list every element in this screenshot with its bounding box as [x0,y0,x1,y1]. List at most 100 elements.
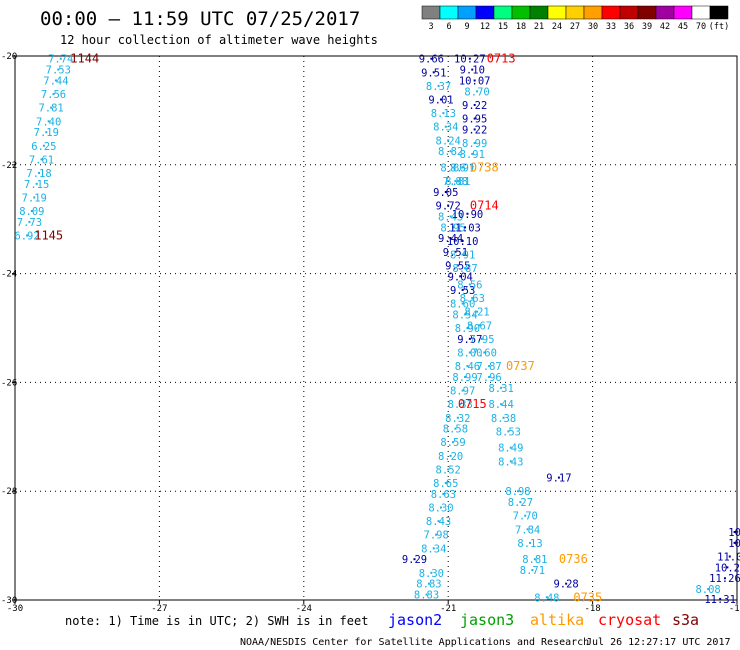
swh-value-label: 8.91 [450,250,475,262]
data-point-marker [464,226,467,229]
x-tick-label: -18 [584,604,600,614]
swh-value-label: 7.53 [46,65,71,77]
footer-timestamp: Jul 26 12:27:17 UTC 2017 [586,637,731,648]
data-point-marker [437,520,440,523]
colorbar-label: 15 [498,22,508,32]
swh-value-label: 8.63 [460,293,485,305]
swh-value-label: 8.52 [436,464,461,476]
swh-value-label: 8.21 [464,307,489,319]
swh-value-label: 7.19 [34,127,59,139]
legend-jason2: jason2 [388,611,442,629]
pass-time-labels: 1144 1145 0713 0738 0714 0737 0715 0736 0735 [34,52,602,605]
data-point-marker [466,365,469,368]
data-point-marker [466,212,469,215]
swh-value-label: 8.90 [455,323,480,335]
swh-value-label: 8.20 [438,451,463,463]
data-point-marker [507,430,510,433]
data-point-marker [430,57,433,60]
swh-value-label: 9.29 [402,554,427,566]
swh-value-label: 9.22 [462,100,487,112]
colorbar-swatch [565,5,585,20]
swh-value-label: 10.90 [452,209,484,221]
swh-value-label: 9.66 [419,54,444,66]
data-point-marker [473,117,476,120]
pass-time-label: 1145 [34,229,63,243]
swh-value-label: 8.83 [416,579,441,591]
swh-value-label: 8.98 [505,486,530,498]
data-point-marker [545,596,548,599]
x-tick-label: -21 [440,604,456,614]
colorbar-swatch [601,5,621,20]
data-point-marker [38,171,41,174]
colorbar-swatch [493,5,513,20]
data-point-marker [54,79,57,82]
data-point-marker [516,490,519,493]
swh-value-label: 11.26 [709,573,740,585]
swh-value-label: 8.86 [440,163,465,175]
colorbar-swatch [547,5,567,20]
data-point-marker [452,166,455,169]
data-point-marker [531,569,534,572]
swh-value-label: 7.96 [476,372,501,384]
page-subtitle: 12 hour collection of altimeter wave hei… [60,33,378,47]
data-point-marker [733,541,736,544]
colorbar-label: 9 [464,22,469,32]
data-point-marker [478,324,481,327]
colorbar-label: 39 [642,22,652,32]
swh-value-label: 8.09 [19,206,44,218]
data-point-marker [461,239,464,242]
swh-value-label: 7.87 [476,361,501,373]
data-point-marker [728,555,731,558]
swh-value-label: 8.67 [467,320,492,332]
data-point-marker [47,120,50,123]
swh-value-label: 8.30 [428,503,453,515]
swh-value-label: 8.91 [460,149,485,161]
pass-time-label: 0736 [559,552,588,566]
data-point-marker [33,196,36,199]
data-point-marker [471,152,474,155]
data-point-marker [480,337,483,340]
colorbar-swatch [673,5,693,20]
swh-value-label: 9.55 [445,260,470,272]
swh-value-label: 7.84 [515,524,540,536]
data-point-marker [464,375,467,378]
data-point-marker [476,90,479,93]
data-point-marker [533,558,536,561]
swh-value-label: 7.73 [17,217,42,229]
data-point-marker [454,250,457,253]
colorbar-label: 6 [446,22,451,32]
data-point-marker [42,144,45,147]
data-point-marker [447,204,450,207]
data-point-marker [447,139,450,142]
data-point-marker [452,226,455,229]
data-point-marker [500,403,503,406]
data-point-marker [444,125,447,128]
data-point-marker [468,57,471,60]
colorbar: 3 6 9 12 15 18 21 24 27 30 33 36 39 42 45 70 (ft) [421,5,729,32]
data-point-marker [30,210,33,213]
swh-value-label: 8.56 [457,279,482,291]
swh-value-label: 9.04 [448,271,473,283]
data-point-marker [437,84,440,87]
swh-value-label: 8.49 [498,443,523,455]
swh-value-label: 8.37 [426,81,451,93]
data-point-marker [468,283,471,286]
swh-value-label: 8.27 [508,497,533,509]
swh-value-label: 10.27 [454,54,486,66]
swh-value-label: 11.0 [717,551,740,563]
y-tick-label: -26 [1,378,17,388]
swh-value-label: 8.54 [452,309,477,321]
data-point-marker [565,582,568,585]
data-point-marker [483,351,486,354]
colorbar-swatch [475,5,495,20]
data-point-marker [444,482,447,485]
data-point-marker [435,533,438,536]
data-point-marker [719,597,722,600]
swh-value-label: 11.03 [449,222,481,234]
swh-value-label: 8.65 [433,478,458,490]
data-point-marker [432,71,435,74]
swh-value-label: 10.2 [715,562,740,574]
data-point-marker [45,131,48,134]
data-point-marker [473,128,476,131]
